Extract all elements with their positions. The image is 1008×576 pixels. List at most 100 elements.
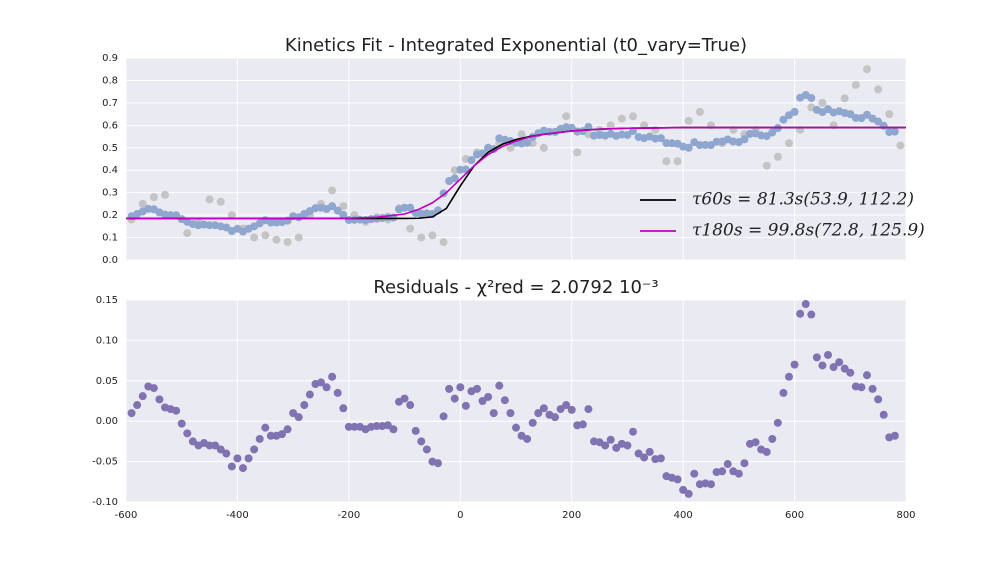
data-point [489, 409, 498, 418]
data-point [478, 397, 487, 405]
data-point [846, 110, 855, 119]
data-point [250, 233, 259, 242]
data-point [762, 161, 771, 170]
data-point [149, 193, 158, 202]
data-point [567, 123, 576, 132]
data-point [863, 371, 871, 380]
data-point [216, 197, 225, 206]
subplot: Residuals - χ²red = 2.0792 10⁻³ -0.10 -0.0… [92, 277, 915, 521]
data-point [255, 434, 264, 443]
data-point [762, 447, 771, 456]
data-point [517, 130, 526, 139]
data-point [584, 122, 593, 131]
data-point [807, 93, 816, 102]
data-point [623, 441, 632, 450]
data-point [874, 117, 883, 126]
data-point [656, 134, 665, 143]
data-point [506, 143, 515, 152]
legend-label: τ180s = 99.8s(72.8, 125.9) [692, 221, 925, 241]
data-point [133, 401, 142, 410]
fit-line [126, 126, 906, 220]
y-tick-label: 0.10 [96, 335, 118, 346]
data-point [768, 128, 777, 137]
data-point [818, 98, 827, 107]
data-point [294, 233, 303, 242]
data-point [868, 384, 877, 393]
data-point [863, 110, 871, 119]
data-point [333, 388, 342, 397]
data-point [211, 441, 220, 450]
data-point [512, 423, 520, 432]
data-point [417, 437, 426, 446]
data-point [400, 394, 409, 403]
data-point [890, 127, 899, 136]
data-point [183, 229, 192, 238]
data-point [149, 384, 158, 393]
data-point [333, 206, 342, 215]
data-point [807, 310, 816, 319]
data-point [606, 121, 615, 130]
data-point [127, 409, 136, 418]
data-point [456, 383, 465, 392]
data-point [734, 469, 743, 478]
chart-title: Residuals - χ²red = 2.0792 10⁻³ [373, 277, 658, 298]
data-point [406, 224, 415, 233]
data-point [779, 388, 788, 397]
data-point [383, 421, 392, 430]
data-point [601, 441, 610, 450]
data-point [239, 464, 247, 473]
y-tick-label: 0.0 [102, 255, 118, 266]
data-point [484, 392, 493, 401]
x-tick-label: 200 [562, 510, 581, 521]
data-point [227, 211, 236, 220]
data-point [890, 431, 899, 440]
data-point [612, 443, 621, 452]
data-point [573, 148, 582, 157]
data-point [779, 115, 788, 124]
data-point [718, 467, 727, 476]
chart-title: Kinetics Fit - Integrated Exponential (t… [285, 35, 747, 56]
data-point [840, 364, 849, 373]
data-point [523, 138, 532, 147]
data-point [629, 427, 637, 436]
data-point [829, 363, 838, 372]
data-point [183, 429, 192, 438]
data-point [161, 190, 169, 199]
data-point [205, 221, 214, 230]
data-point [578, 127, 587, 136]
subplot: Kinetics Fit - Integrated Exponential (t… [102, 35, 925, 266]
data-point [339, 210, 348, 219]
data-point [684, 143, 693, 152]
data-point [350, 422, 359, 431]
y-tick-label: 0.7 [102, 98, 118, 109]
x-tick-label: 600 [785, 510, 804, 521]
data-point [818, 361, 827, 370]
plot-background [126, 300, 906, 502]
data-point [439, 412, 448, 421]
data-point [283, 425, 292, 434]
data-point [662, 157, 671, 166]
data-point [261, 423, 270, 432]
data-point [278, 430, 286, 439]
data-point [138, 392, 147, 401]
data-point [272, 235, 281, 244]
data-point [651, 125, 660, 134]
data-point [188, 437, 197, 446]
data-point [673, 475, 682, 484]
y-tick-label: 0.6 [102, 120, 118, 131]
data-point [339, 202, 348, 211]
data-point [562, 401, 571, 410]
legend-label: τ60s = 81.3s(53.9, 112.2) [692, 190, 914, 210]
data-point [289, 409, 298, 418]
data-point [645, 447, 654, 456]
data-point [656, 454, 665, 463]
data-point [328, 202, 337, 211]
data-point [434, 459, 442, 468]
data-point [344, 422, 353, 431]
data-point [824, 350, 832, 359]
data-point [439, 238, 448, 247]
data-point [740, 459, 749, 468]
y-tick-label: 0.9 [102, 53, 118, 64]
data-point [673, 157, 682, 166]
